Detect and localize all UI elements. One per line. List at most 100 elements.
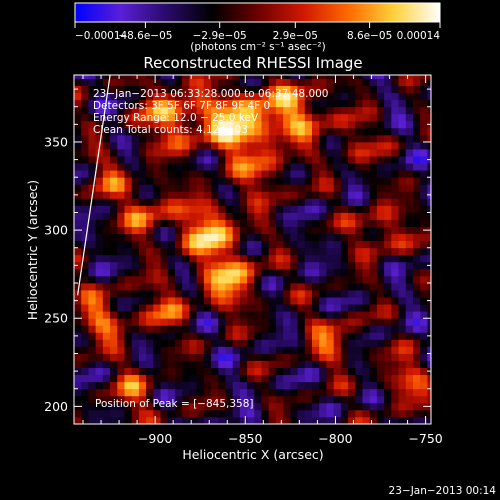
heatmap-cell [304,127,313,136]
heatmap-cell [167,304,176,312]
heatmap-cell [218,177,226,185]
heatmap-cell [110,268,118,277]
heatmap-cell [369,318,378,326]
heatmap-cell [355,120,363,129]
heatmap-cell [247,120,255,129]
heatmap-cell [167,275,176,284]
heatmap-cell [81,198,89,206]
heatmap-cell [333,184,342,192]
heatmap-cell [124,409,133,418]
heatmap-cell [239,177,248,185]
heatmap-cell [167,85,176,94]
heatmap-cell [275,120,284,129]
heatmap-cell [268,99,277,108]
heatmap-cell [348,156,356,164]
heatmap-cell [95,205,104,213]
heatmap-cell [304,318,313,326]
heatmap-cell [131,205,140,213]
heatmap-cell [167,156,176,164]
heatmap-cell [146,353,154,361]
heatmap-cell [290,127,298,136]
heatmap-cell [153,367,161,376]
heatmap-cell [340,113,349,122]
heatmap-cell [95,127,104,136]
heatmap-cell [275,374,284,383]
heatmap-cell [283,416,291,424]
heatmap-cell [427,325,431,333]
heatmap-cell [376,78,385,86]
heatmap-cell [254,156,262,164]
heatmap-cell [304,297,313,305]
heatmap-cell [196,318,205,326]
heatmap-cell [247,367,255,376]
heatmap-cell [261,156,270,164]
heatmap-cell [88,353,97,361]
heatmap-cell [196,275,205,284]
heatmap-cell [355,226,363,235]
heatmap-cell [420,332,428,340]
heatmap-cell [189,75,197,79]
heatmap-cell [167,261,176,270]
heatmap-cell [333,247,342,256]
heatmap-cell [138,367,147,376]
heatmap-cell [304,282,313,291]
heatmap-cell [102,311,111,319]
heatmap-cell [283,261,291,270]
heatmap-cell [398,247,407,256]
heatmap-cell [326,395,335,404]
heatmap-cell [376,254,385,263]
heatmap-cell [398,332,407,340]
heatmap-cell [391,282,399,291]
heatmap-cell [174,282,183,291]
heatmap-cell [275,177,284,185]
heatmap-cell [333,304,342,312]
heatmap-cell [384,240,392,249]
heatmap-cell [88,127,97,136]
heatmap-cell [348,297,356,305]
heatmap-cell [174,240,183,249]
heatmap-cell [88,141,97,150]
heatmap-cell [297,134,306,143]
heatmap-cell [376,141,385,150]
heatmap-cell [138,156,147,164]
heatmap-cell [182,226,190,235]
heatmap-cell [211,205,219,213]
heatmap-cell [405,282,414,291]
heatmap-cell [297,318,306,326]
heatmap-cell [304,247,313,256]
heatmap-cell [355,402,363,411]
heatmap-cell [95,163,104,171]
heatmap-cell [405,388,414,397]
heatmap-cell [95,184,104,192]
heatmap-cell [211,212,219,220]
heatmap-cell [297,311,306,319]
heatmap-cell [283,212,291,220]
heatmap-cell [124,254,133,263]
heatmap-cell [412,275,421,284]
heatmap-cell [182,233,190,242]
heatmap-cell [211,374,219,383]
heatmap-cell [333,113,342,122]
y-tick-label: 300 [44,223,68,238]
heatmap-cell [81,402,89,411]
heatmap-cell [174,374,183,383]
heatmap-cell [290,290,298,298]
heatmap-cell [405,149,414,157]
heatmap-cell [88,134,97,143]
heatmap-cell [239,353,248,361]
heatmap-cell [81,92,89,101]
heatmap-cell [167,311,176,319]
heatmap-cell [117,75,125,79]
heatmap-cell [110,311,118,319]
heatmap-cell [391,367,399,376]
heatmap-cell [239,212,248,220]
heatmap-cell [182,339,190,347]
heatmap-cell [283,78,291,86]
heatmap-cell [247,374,255,383]
heatmap-cell [218,339,226,347]
heatmap-cell [398,374,407,383]
heatmap-cell [376,75,385,79]
heatmap-cell [275,360,284,368]
heatmap-cell [182,240,190,249]
heatmap-cell [268,75,277,79]
